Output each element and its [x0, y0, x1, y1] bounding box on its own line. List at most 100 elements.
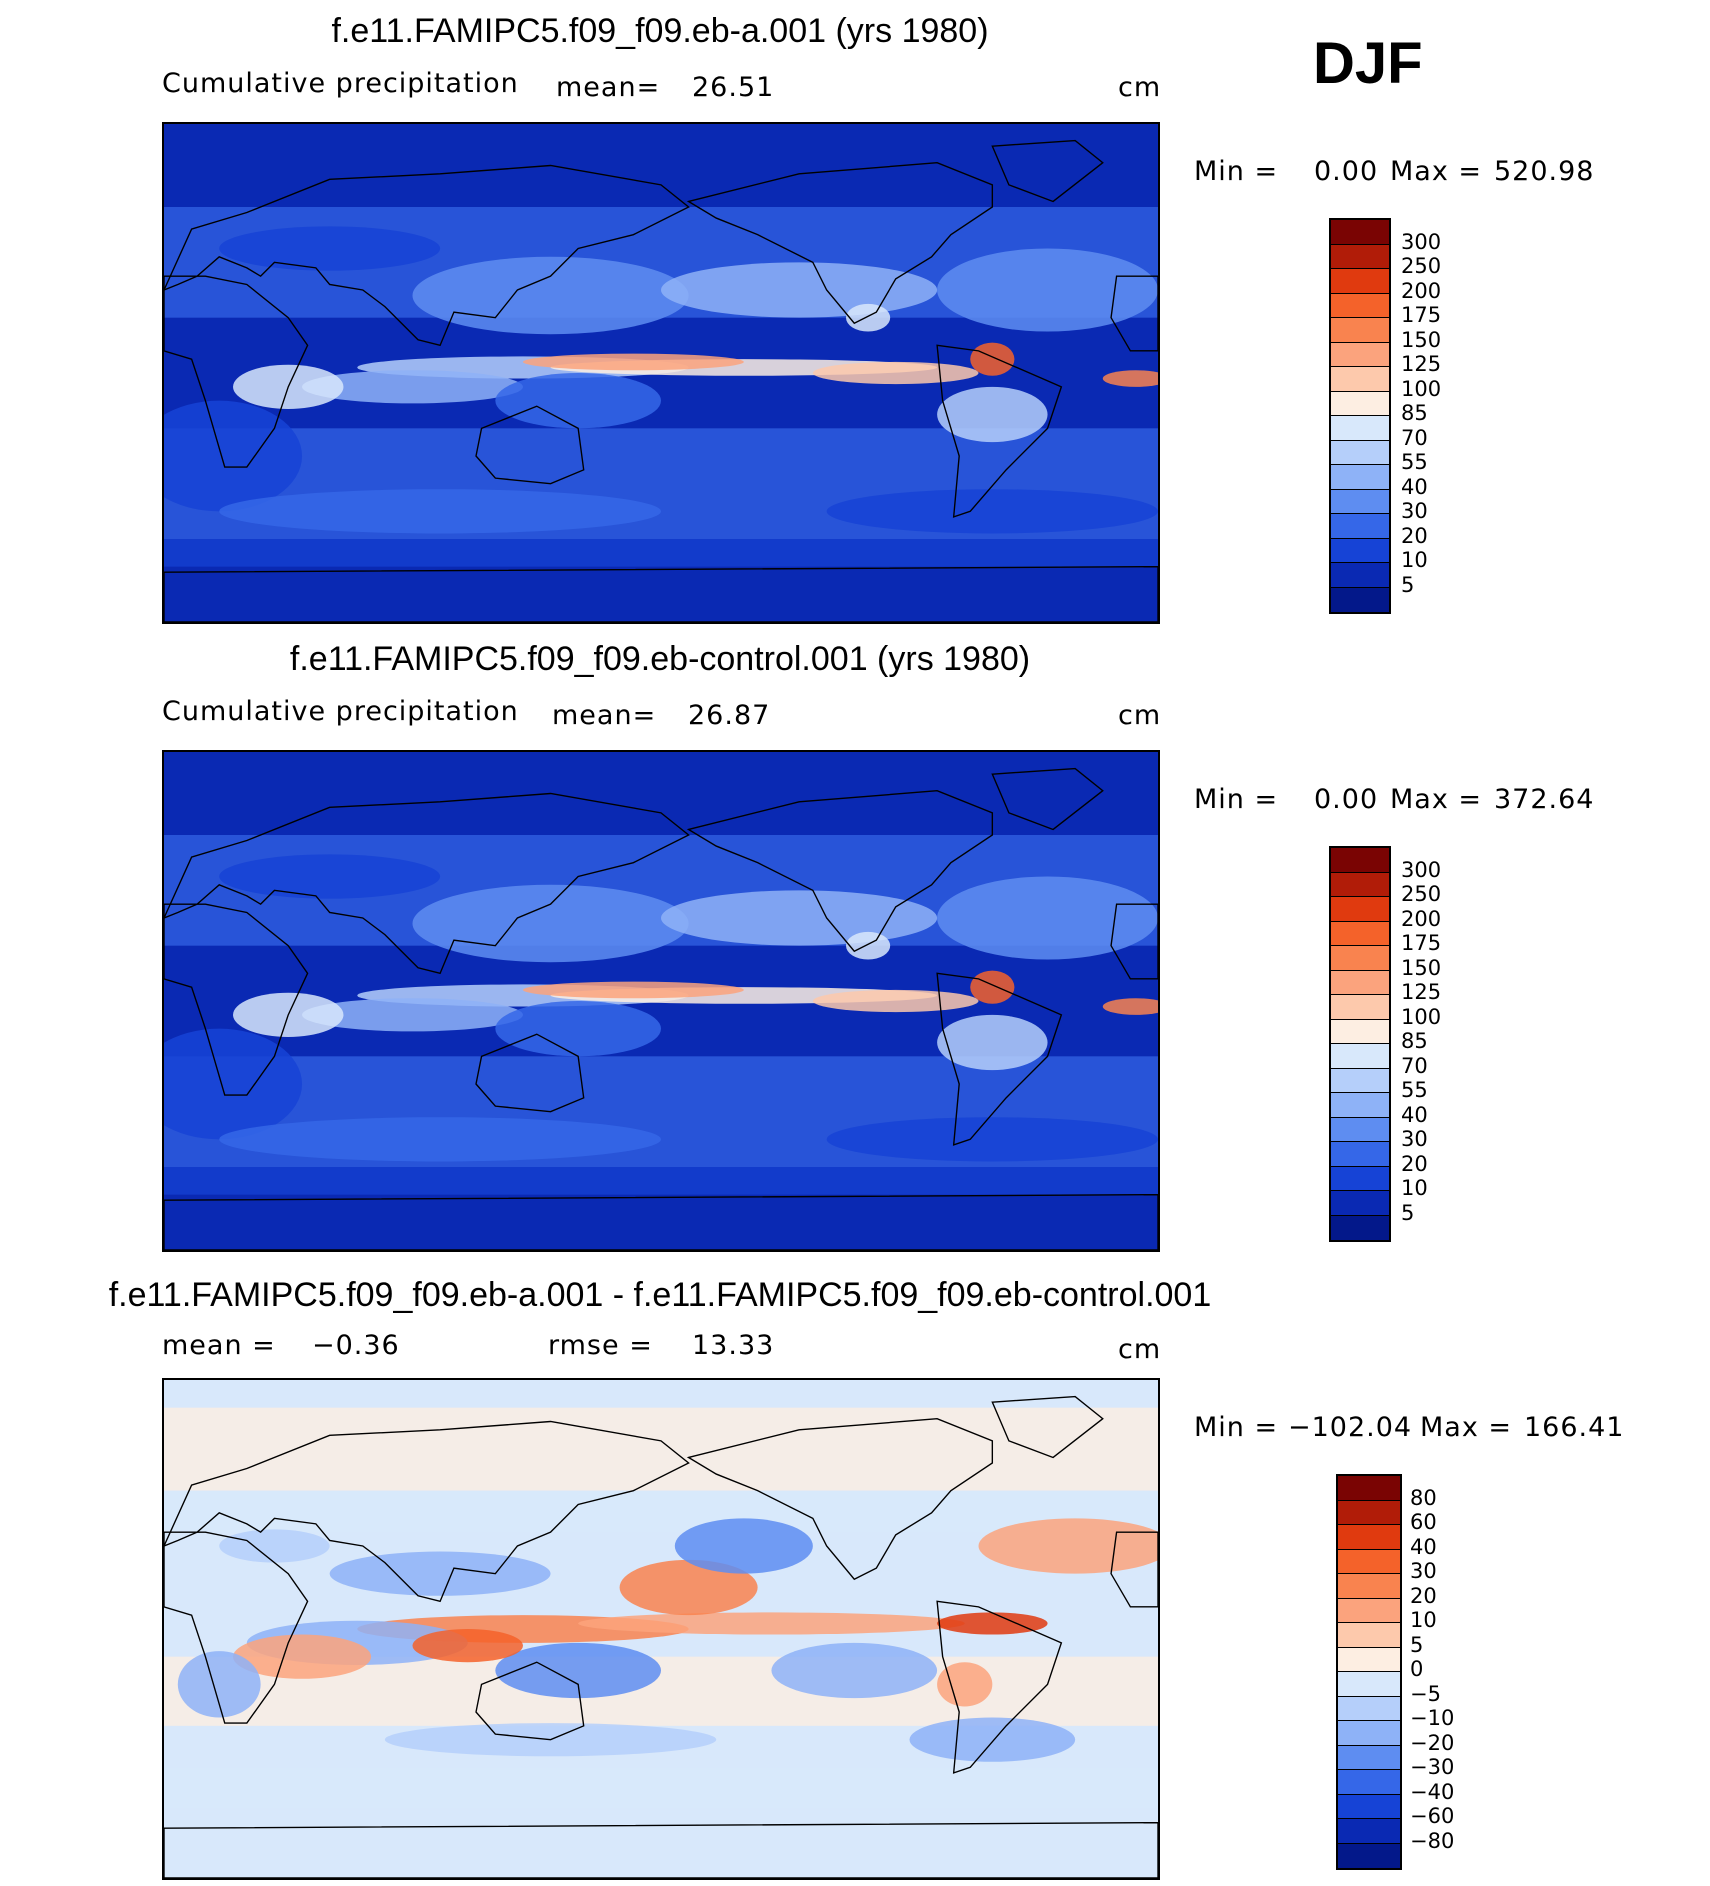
colorbar-tick-label: 150 — [1401, 955, 1442, 980]
map-panel — [162, 750, 1160, 1252]
field-band — [164, 1167, 1158, 1195]
colorbar-swatch — [1331, 872, 1389, 897]
colorbar-swatch — [1331, 1191, 1389, 1216]
colorbar-tick-label: 100 — [1401, 1004, 1442, 1029]
min-value: −102.04 — [1288, 1412, 1413, 1443]
colorbar-tick-label: 55 — [1401, 450, 1428, 474]
field-contour-blob — [578, 1612, 965, 1635]
field-contour-blob — [937, 386, 1048, 443]
colorbar-swatch — [1331, 946, 1389, 971]
field-contour-blob — [302, 370, 523, 404]
coastline — [164, 275, 309, 468]
variable-label: Cumulative precipitation — [162, 68, 519, 99]
colorbar-swatch — [1331, 489, 1389, 514]
colorbar-swatch — [1331, 416, 1389, 441]
colorbar-swatch — [1331, 897, 1389, 922]
colorbar-tick-label: 10 — [1410, 1608, 1437, 1632]
colorbar-tick-label: 200 — [1401, 278, 1442, 303]
mean-value: 26.51 — [692, 72, 775, 103]
coastline — [475, 405, 585, 485]
mean-label: mean= — [556, 72, 661, 103]
max-value: 372.64 — [1494, 784, 1595, 815]
coastline — [164, 792, 690, 975]
coastline — [686, 790, 994, 953]
colorbar-swatch — [1338, 1549, 1400, 1574]
colorbar-swatch — [1331, 342, 1389, 367]
field-contour-blob — [219, 854, 441, 899]
field-contour-blob — [909, 1717, 1076, 1762]
mean-label: mean= — [552, 700, 657, 731]
field-contour-blob — [812, 989, 979, 1013]
colorbar-swatch — [1338, 1843, 1400, 1868]
field-contour-blob — [495, 1001, 661, 1057]
colorbar-swatch — [1338, 1819, 1400, 1844]
colorbar-swatch — [1338, 1500, 1400, 1525]
colorbar-tick-label: 40 — [1410, 1534, 1437, 1559]
colorbar-tick-label: 10 — [1401, 1176, 1428, 1200]
field-band — [164, 1490, 1158, 1533]
colorbar-tick-label: 20 — [1401, 1151, 1428, 1176]
field-contour-blob — [412, 256, 689, 335]
mean-value: −0.36 — [312, 1330, 400, 1361]
coastline — [164, 1420, 690, 1603]
max-value: 520.98 — [1494, 156, 1595, 187]
panel-title: f.e11.FAMIPC5.f09_f09.eb-control.001 (yr… — [289, 640, 1031, 678]
field-band — [164, 539, 1158, 567]
coastline — [991, 767, 1104, 831]
units-label: cm — [1118, 72, 1162, 103]
max-label: Max = — [1390, 156, 1483, 187]
colorbar-tick-label: 5 — [1401, 1200, 1415, 1225]
colorbar-tick-label: 100 — [1401, 376, 1442, 401]
colorbar — [1329, 846, 1391, 1242]
field-contour-blob — [661, 890, 938, 946]
colorbar-tick-label: −80 — [1410, 1828, 1455, 1853]
colorbar-tick-label: 80 — [1410, 1485, 1437, 1510]
field-contour-blob — [522, 353, 744, 371]
map-panel — [162, 1378, 1160, 1880]
coastline — [164, 1193, 1158, 1250]
field-contour-blob — [302, 998, 523, 1032]
field-contour-blob — [937, 1612, 1048, 1635]
coastline — [686, 1418, 994, 1581]
colorbar-tick-label: 85 — [1401, 401, 1428, 425]
colorbar-swatch — [1331, 1093, 1389, 1118]
coastline — [991, 139, 1104, 203]
coastline — [164, 164, 690, 347]
field-contour-blob — [412, 1629, 523, 1663]
colorbar-tick-label: 5 — [1410, 1632, 1424, 1657]
colorbar-swatch — [1331, 1068, 1389, 1093]
field-contour-blob — [970, 342, 1015, 376]
colorbar-tick-label: 55 — [1401, 1078, 1428, 1102]
field-contour-blob — [845, 303, 891, 332]
colorbar-tick-label: 125 — [1401, 980, 1442, 1004]
field-contour-blob — [845, 931, 891, 960]
colorbar-tick-label: 30 — [1401, 1127, 1428, 1151]
colorbar-tick-label: 70 — [1401, 1053, 1428, 1078]
coastline — [936, 972, 1063, 1146]
colorbar-swatch — [1338, 1623, 1400, 1648]
colorbar-swatch — [1331, 465, 1389, 490]
colorbar-swatch — [1331, 848, 1389, 873]
map-canvas — [164, 124, 1158, 622]
colorbar-swatch — [1338, 1672, 1400, 1697]
field-band — [164, 1767, 1158, 1809]
colorbar-swatch — [1331, 1142, 1389, 1167]
field-contour-blob — [219, 489, 661, 534]
colorbar-tick-label: −10 — [1410, 1706, 1455, 1730]
colorbar-tick-label: 30 — [1401, 499, 1428, 523]
season-label: DJF — [1313, 31, 1423, 96]
colorbar-tick-label: 40 — [1401, 474, 1428, 499]
colorbar-swatch — [1331, 563, 1389, 588]
field-contour-blob — [329, 1551, 551, 1596]
field-contour-blob — [495, 1642, 661, 1699]
field-contour-blob — [412, 884, 689, 963]
colorbar-swatch — [1331, 1166, 1389, 1191]
coastline — [1110, 275, 1158, 352]
colorbar-tick-label: 70 — [1401, 425, 1428, 450]
coastline — [1110, 903, 1158, 980]
field-contour-blob — [937, 248, 1158, 332]
colorbar-tick-label: 175 — [1401, 303, 1442, 327]
colorbar-tick-label: 250 — [1401, 254, 1442, 278]
colorbar-swatch — [1338, 1598, 1400, 1623]
coastline — [475, 1033, 585, 1113]
